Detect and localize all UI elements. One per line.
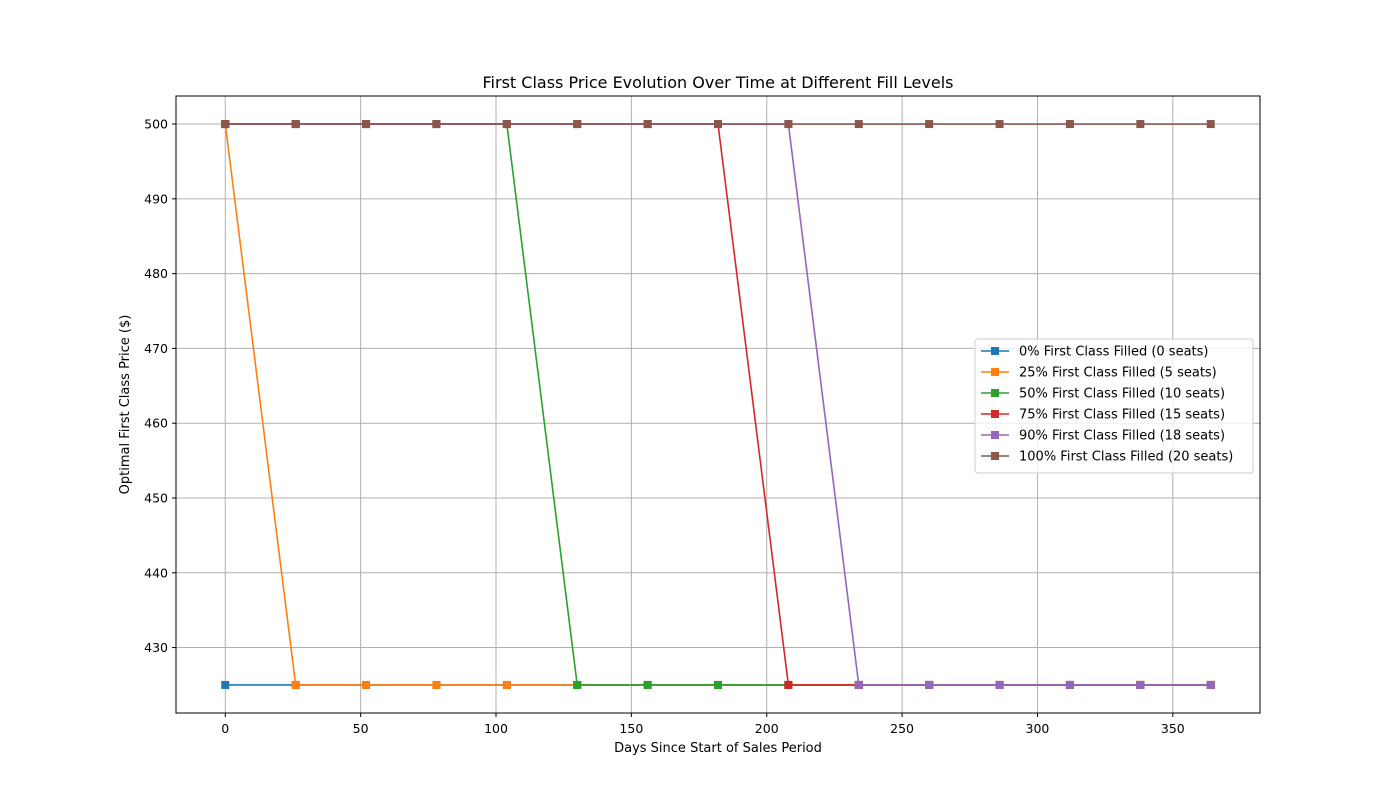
plot-frame <box>175 95 1261 714</box>
data-point <box>714 680 722 689</box>
legend-swatch-marker <box>991 431 999 439</box>
data-point <box>784 120 793 129</box>
y-tick-label: 460 <box>144 416 168 431</box>
data-point <box>1065 680 1074 689</box>
legend-item: 90% First Class Filled (18 seats) <box>981 429 1225 444</box>
data-point <box>1206 120 1215 129</box>
data-point <box>221 680 230 689</box>
data-point <box>1136 680 1145 689</box>
data-point <box>502 120 511 129</box>
legend-label: 50% First Class Filled (10 seats) <box>1019 387 1225 402</box>
legend-swatch-marker <box>991 410 999 418</box>
data-point <box>995 120 1004 129</box>
legend-item: 50% First Class Filled (10 seats) <box>981 387 1225 402</box>
y-tick-label: 430 <box>144 640 168 655</box>
x-tick-label: 350 <box>1161 721 1185 736</box>
data-point <box>643 680 652 689</box>
y-tick-label: 440 <box>144 565 168 580</box>
data-point <box>854 120 863 129</box>
x-axis: 0 50 100 150 200 250 300 350 <box>221 713 1185 736</box>
data-point <box>362 120 371 129</box>
data-point <box>714 120 722 129</box>
y-tick-label: 490 <box>144 191 168 206</box>
data-point <box>432 680 441 689</box>
legend-item: 0% First Class Filled (0 seats) <box>981 345 1208 360</box>
x-tick-label: 100 <box>484 721 508 736</box>
data-point <box>925 680 934 689</box>
legend-item: 75% First Class Filled (15 seats) <box>981 408 1225 423</box>
x-axis-label: Days Since Start of Sales Period <box>614 741 822 756</box>
y-tick-label: 470 <box>144 341 168 356</box>
y-tick-label: 450 <box>144 490 168 505</box>
legend-item: 100% First Class Filled (20 seats) <box>981 450 1233 465</box>
legend-label: 0% First Class Filled (0 seats) <box>1019 345 1208 360</box>
series-layer <box>221 120 1215 689</box>
data-point <box>573 120 582 129</box>
data-point <box>1206 680 1215 689</box>
data-point <box>573 680 582 689</box>
x-tick-label: 200 <box>755 721 779 736</box>
y-tick-label: 500 <box>144 117 168 132</box>
legend-label: 100% First Class Filled (20 seats) <box>1019 450 1233 465</box>
data-point <box>784 680 793 689</box>
data-point <box>432 120 441 129</box>
x-tick-label: 50 <box>353 721 369 736</box>
data-point <box>362 680 371 689</box>
data-point <box>1065 120 1074 129</box>
data-point <box>643 120 652 129</box>
chart-title: First Class Price Evolution Over Time at… <box>483 73 954 92</box>
data-point <box>221 120 230 129</box>
x-tick-label: 150 <box>619 721 643 736</box>
legend-label: 75% First Class Filled (15 seats) <box>1019 408 1225 423</box>
data-point <box>291 680 300 689</box>
legend-item: 25% First Class Filled (5 seats) <box>981 366 1217 381</box>
legend-frame <box>974 338 1254 474</box>
data-point <box>502 680 511 689</box>
y-axis: 430 440 450 460 470 480 490 500 <box>144 117 176 655</box>
y-tick-label: 480 <box>144 266 168 281</box>
data-point <box>995 680 1004 689</box>
legend-swatch-marker <box>991 368 999 376</box>
legend-label: 90% First Class Filled (18 seats) <box>1019 429 1225 444</box>
x-tick-label: 300 <box>1026 721 1050 736</box>
y-axis-label: Optimal First Class Price ($) <box>118 315 133 495</box>
legend: 0% First Class Filled (0 seats) 25% First… <box>974 338 1254 474</box>
legend-swatch-marker <box>991 389 999 397</box>
legend-swatch-marker <box>991 452 999 460</box>
data-point <box>1136 120 1145 129</box>
legend-label: 25% First Class Filled (5 seats) <box>1019 366 1217 381</box>
data-point <box>291 120 300 129</box>
x-tick-label: 0 <box>221 721 229 736</box>
data-point <box>854 680 863 689</box>
series-5 <box>221 120 1215 129</box>
legend-swatch-marker <box>991 347 999 355</box>
data-point <box>925 120 934 129</box>
x-tick-label: 250 <box>890 721 914 736</box>
